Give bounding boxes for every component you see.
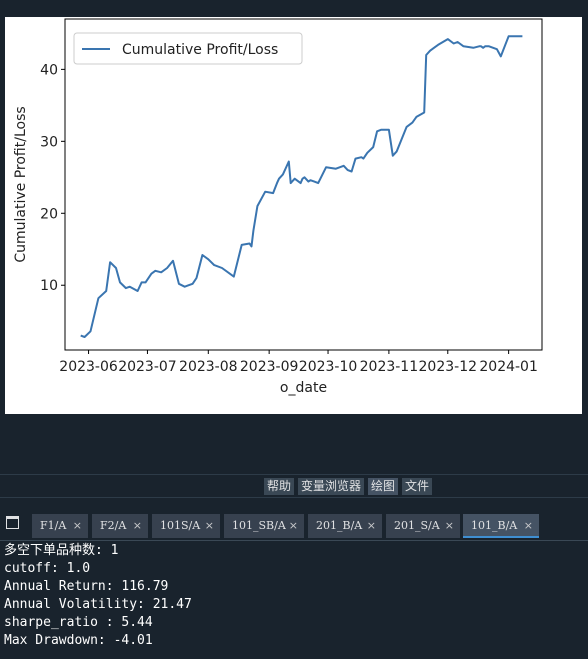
plot-pane: 10 20 30 40 2023-06 2023-07 2023-08 2023-09 2023… — [5, 17, 582, 414]
x-tick-label: 2023-07 — [118, 359, 177, 375]
console-tab-f1[interactable]: F1/A × — [32, 514, 88, 538]
x-tick-label: 2023-09 — [240, 359, 299, 375]
y-tick-label: 10 — [40, 278, 58, 294]
console-tab-label: 201_S/A — [394, 519, 440, 532]
y-tick-label: 40 — [40, 62, 58, 78]
console-tab-label: 101_SB/A — [232, 519, 286, 532]
close-icon[interactable]: × — [132, 519, 142, 532]
x-tick-label: 2023-12 — [419, 359, 478, 375]
console-tab-bar: F1/A × F2/A × 101S/A × 101_SB/A × 201_B/… — [0, 510, 588, 541]
console-tab-label: 101_B/A — [471, 519, 518, 532]
tab-files[interactable]: 文件 — [402, 478, 433, 495]
x-tick-label: 2023-08 — [179, 359, 238, 375]
close-icon[interactable]: × — [72, 519, 82, 532]
x-axis-label: o_date — [280, 380, 327, 396]
close-icon[interactable]: × — [366, 519, 376, 532]
x-tick-label: 2024-01 — [479, 359, 538, 375]
series-line-cumulative-profit-loss — [80, 35, 523, 338]
close-icon[interactable]: × — [444, 519, 454, 532]
console-tab-label: F1/A — [40, 519, 67, 532]
console-window-icon[interactable] — [6, 516, 19, 529]
console-tab-201-s[interactable]: 201_S/A × — [386, 514, 460, 538]
console-tab-101s[interactable]: 101S/A × — [152, 514, 220, 538]
console-line: cutoff: 1.0 — [4, 561, 91, 576]
console-line: Max Drawdown: -4.01 — [4, 633, 153, 648]
y-tick-label: 20 — [40, 206, 58, 222]
close-icon[interactable]: × — [288, 519, 298, 532]
legend-box — [73, 32, 303, 65]
console-line: sharpe_ratio : 5.44 — [4, 615, 153, 630]
console-tab-201-b[interactable]: 201_B/A × — [308, 514, 382, 538]
console-line: 多空下单品种数: 1 — [4, 543, 119, 558]
console-line: Annual Volatility: 21.47 — [4, 597, 192, 612]
console-tab-101-sb[interactable]: 101_SB/A × — [224, 514, 304, 538]
close-icon[interactable]: × — [523, 519, 533, 532]
x-tick-label: 2023-06 — [59, 359, 118, 375]
tab-help[interactable]: 帮助 — [264, 478, 295, 495]
console-tab-label: 201_B/A — [316, 519, 363, 532]
plot-figure: 10 20 30 40 2023-06 2023-07 2023-08 2023-09 2023… — [5, 17, 582, 414]
console-tab-f2[interactable]: F2/A × — [92, 514, 148, 538]
y-axis-label: Cumulative Profit/Loss — [13, 106, 29, 262]
console-tab-label: F2/A — [100, 519, 127, 532]
y-tick-label: 30 — [40, 134, 58, 150]
axes-frame — [64, 18, 543, 351]
tab-plots[interactable]: 绘图 — [368, 478, 399, 495]
x-tick-label: 2023-11 — [360, 359, 419, 375]
pane-tab-bar: 帮助 变量浏览器 绘图 文件 — [0, 474, 588, 498]
close-icon[interactable]: × — [204, 519, 214, 532]
console-output[interactable]: 多空下单品种数: 1 cutoff: 1.0 Annual Return: 11… — [0, 541, 588, 659]
console-tab-label: 101S/A — [160, 519, 201, 532]
x-tick-label: 2023-10 — [299, 359, 358, 375]
legend-label: Cumulative Profit/Loss — [122, 42, 278, 58]
console-line: Annual Return: 116.79 — [4, 579, 169, 594]
console-tab-101-b[interactable]: 101_B/A × — [463, 514, 539, 538]
tab-variable-explorer[interactable]: 变量浏览器 — [298, 478, 365, 495]
